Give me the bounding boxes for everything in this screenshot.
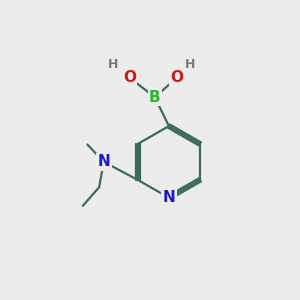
Text: H: H <box>108 58 118 71</box>
Text: O: O <box>170 70 184 85</box>
Text: N: N <box>98 154 110 169</box>
Text: B: B <box>149 90 161 105</box>
Text: H: H <box>184 58 195 71</box>
Text: O: O <box>123 70 136 85</box>
Text: N: N <box>163 190 175 205</box>
